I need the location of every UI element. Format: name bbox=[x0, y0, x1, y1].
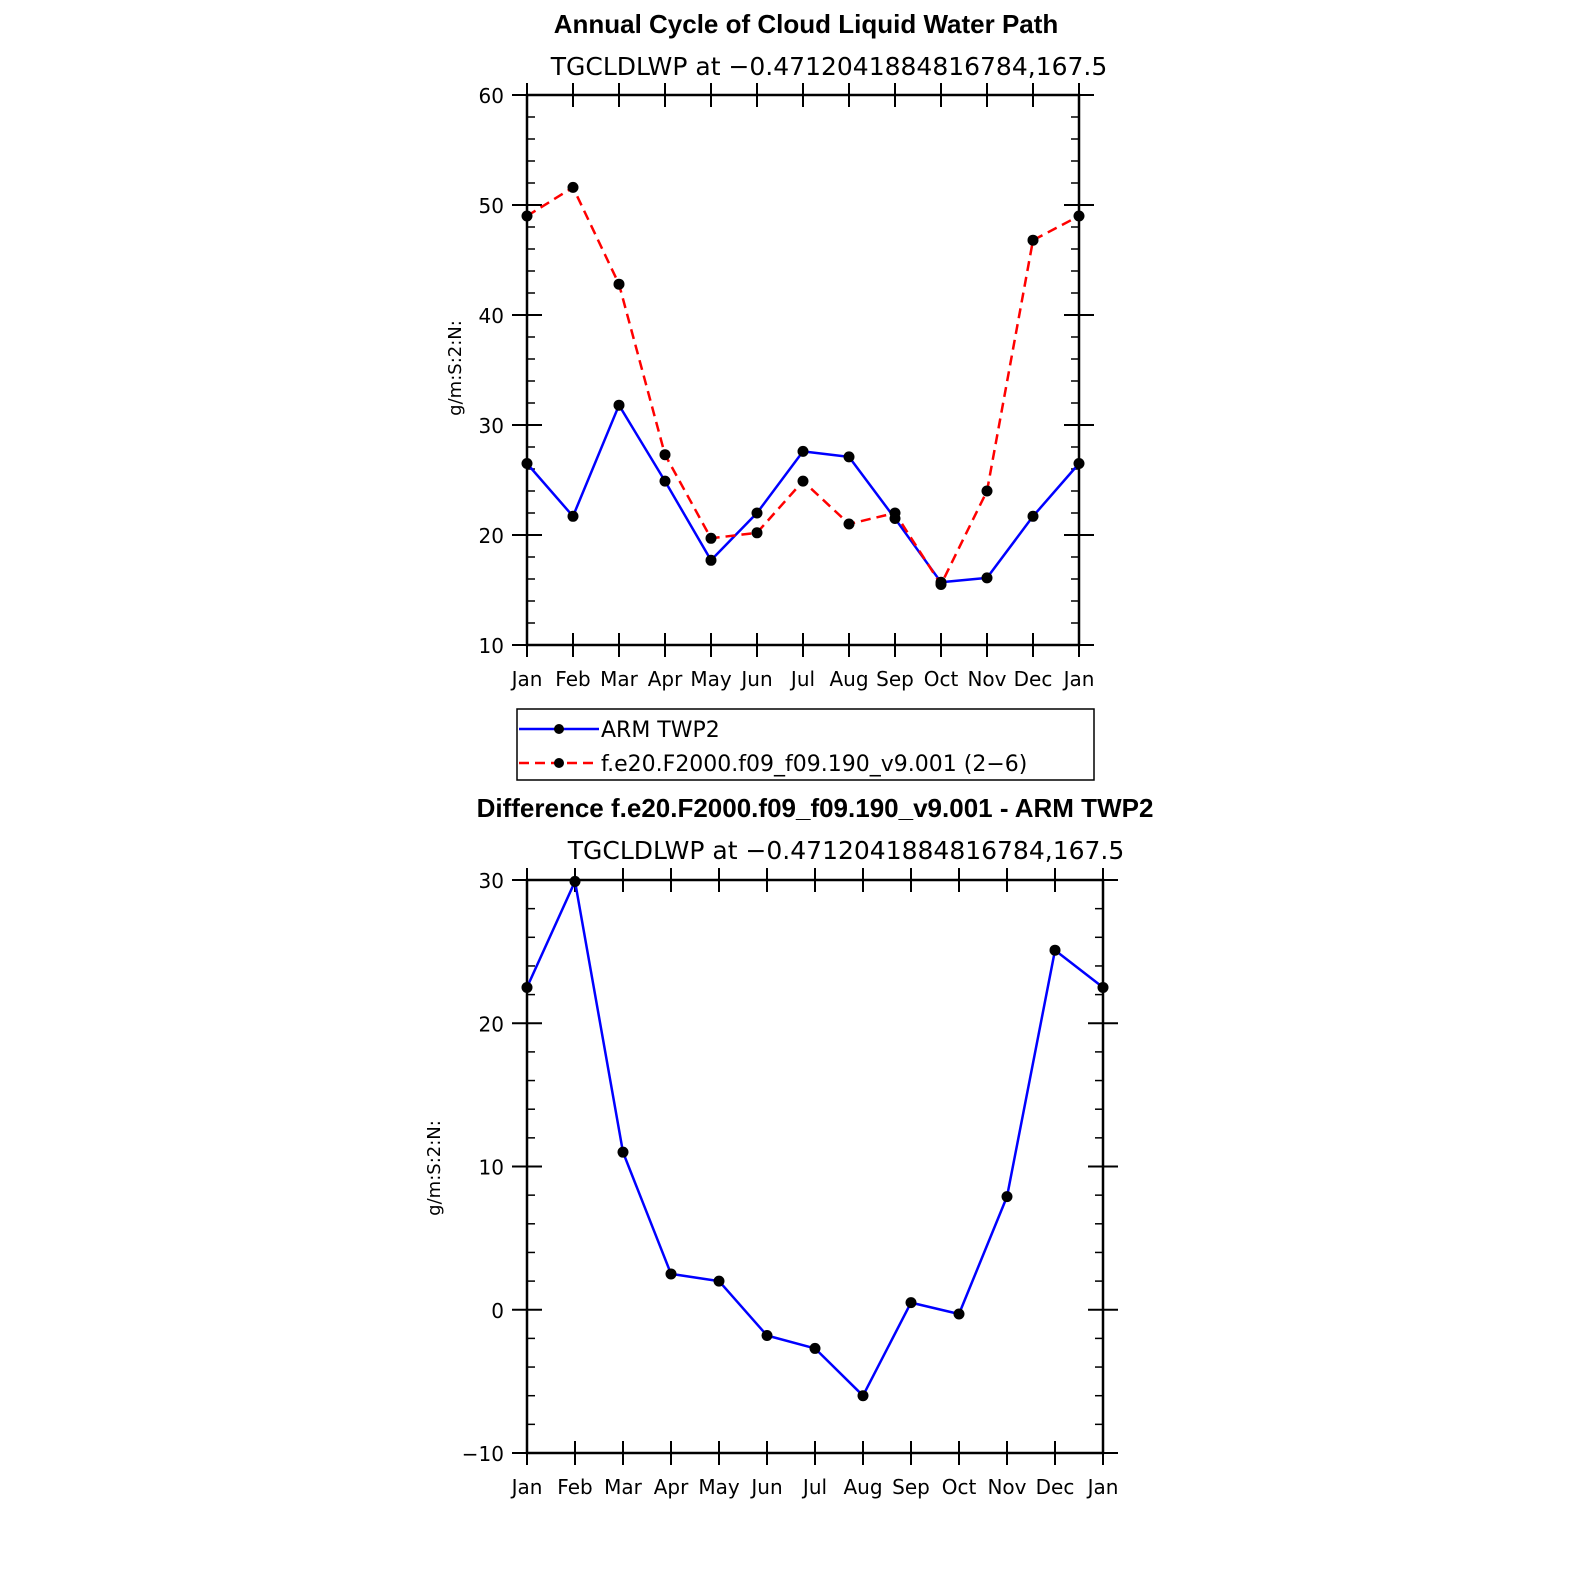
top-chart-x-tick-label: Jul bbox=[789, 667, 815, 691]
bottom-chart-x-tick-label: Mar bbox=[604, 1475, 643, 1499]
bottom-chart-y-tick-label: 20 bbox=[479, 1012, 504, 1036]
top-chart-series-1-point bbox=[751, 527, 763, 539]
top-chart-x-tick-label: Jun bbox=[739, 667, 772, 691]
top-chart-series-0-point bbox=[843, 451, 855, 463]
top-chart-y-tick-label: 40 bbox=[479, 304, 504, 328]
top-chart-series-0-point bbox=[1027, 510, 1039, 522]
bottom-chart-x-tick-label: Jan bbox=[510, 1475, 543, 1499]
bottom-chart: Difference f.e20.F2000.f09_f09.190_v9.00… bbox=[424, 793, 1153, 1499]
bottom-chart-x-tick-label: Dec bbox=[1036, 1475, 1075, 1499]
bottom-chart-x-tick-label: May bbox=[698, 1475, 740, 1499]
top-chart-series-1-point bbox=[659, 449, 671, 461]
top-chart-y-tick-label: 10 bbox=[479, 634, 504, 658]
bottom-chart-x-tick-label: Sep bbox=[892, 1475, 930, 1499]
top-chart-legend: ARM TWP2 f.e20.F2000.f09_f09.190_v9.001 … bbox=[516, 708, 1095, 781]
bottom-chart-series-0-point bbox=[665, 1268, 677, 1280]
legend-box bbox=[516, 708, 1095, 781]
top-chart-x-tick-label: Mar bbox=[600, 667, 639, 691]
bottom-chart-x-tick-label: Feb bbox=[557, 1475, 592, 1499]
bottom-chart-series-0-point bbox=[1001, 1191, 1013, 1203]
legend-entry-arm-twp2: ARM TWP2 bbox=[601, 718, 720, 743]
top-chart-y-tick-label: 60 bbox=[479, 84, 504, 108]
top-chart-x-tick-label: Apr bbox=[648, 667, 683, 691]
bottom-chart-y-axis-label: g/m:S:2:N: bbox=[424, 1120, 445, 1216]
legend-entry-model: f.e20.F2000.f09_f09.190_v9.001 (2−6) bbox=[601, 752, 1027, 777]
top-chart-series-1-point bbox=[797, 475, 809, 487]
top-chart-x-tick-label: Dec bbox=[1014, 667, 1053, 691]
bottom-chart-x-tick-label: Aug bbox=[843, 1475, 882, 1499]
top-chart-frame bbox=[525, 93, 1081, 647]
bottom-chart-series-0-point bbox=[713, 1275, 725, 1287]
bottom-chart-x-tick-label: Nov bbox=[987, 1475, 1026, 1499]
bottom-chart-x-tick-label: Apr bbox=[654, 1475, 689, 1499]
top-chart-series-1-point bbox=[935, 579, 947, 590]
bottom-chart-series-0-point bbox=[617, 1146, 629, 1158]
top-chart-series-0-point bbox=[751, 507, 763, 519]
top-chart-series-0-point bbox=[981, 572, 993, 584]
top-chart-y-axis-label: g/m:S:2:N: bbox=[445, 320, 466, 416]
top-chart-x-tick-label: Jan bbox=[1062, 667, 1095, 691]
bottom-chart-series-0-point bbox=[1049, 944, 1061, 956]
bottom-chart-y-tick-label: −10 bbox=[462, 1442, 504, 1466]
legend-swatch-arm-twp2-marker bbox=[554, 724, 564, 734]
top-chart-y-tick-label: 20 bbox=[479, 524, 504, 548]
top-chart-title: Annual Cycle of Cloud Liquid Water Path bbox=[554, 9, 1059, 39]
bottom-chart-y-tick-label: 10 bbox=[479, 1156, 504, 1180]
top-chart-series-line-0 bbox=[526, 403, 1080, 584]
bottom-chart-x-tick-label: Jun bbox=[749, 1475, 782, 1499]
top-chart-x-tick-label: Feb bbox=[555, 667, 590, 691]
bottom-chart-y-tick-label: 0 bbox=[491, 1299, 504, 1323]
top-chart-series-0-point bbox=[567, 510, 579, 522]
top-chart-subtitle: TGCLDLWP at −0.4712041884816784,167.5 bbox=[550, 52, 1108, 81]
top-chart: Annual Cycle of Cloud Liquid Water Path … bbox=[445, 9, 1108, 781]
top-chart-y-tick-label: 50 bbox=[479, 194, 504, 218]
bottom-chart-title: Difference f.e20.F2000.f09_f09.190_v9.00… bbox=[477, 793, 1154, 823]
top-chart-x-tick-label: Jan bbox=[510, 667, 543, 691]
top-chart-x-tick-label: May bbox=[690, 667, 732, 691]
top-chart-series-1-point bbox=[613, 278, 625, 290]
bottom-chart-series-0-point bbox=[857, 1390, 869, 1402]
top-chart-x-tick-label: Aug bbox=[829, 667, 868, 691]
bottom-chart-x-tick-label: Jan bbox=[1086, 1475, 1119, 1499]
top-chart-series-1-point bbox=[567, 181, 579, 193]
bottom-chart-series bbox=[521, 875, 1109, 1402]
top-chart-series-0-point bbox=[613, 399, 625, 411]
top-chart-series-0-point bbox=[705, 554, 717, 566]
bottom-chart-series-0-point bbox=[953, 1308, 965, 1320]
top-chart-series-1-point bbox=[705, 532, 717, 544]
top-chart-x-tick-label: Sep bbox=[876, 667, 914, 691]
top-chart-series-1-point bbox=[843, 518, 855, 530]
bottom-chart-ticks: −10 0 10 20 30 Jan Feb Mar Apr May Jun Jul Aug Sep Oct… bbox=[462, 868, 1119, 1499]
top-chart-x-tick-label: Nov bbox=[967, 667, 1006, 691]
top-chart-series-1-point bbox=[981, 485, 993, 497]
bottom-chart-series-0-point bbox=[761, 1330, 773, 1342]
top-chart-ticks: 10 20 30 40 50 60 Jan Feb Mar Apr May Jun Jul Aug Sep O… bbox=[479, 83, 1095, 691]
bottom-chart-y-tick-label: 30 bbox=[479, 869, 504, 893]
bottom-chart-series-0-point bbox=[809, 1342, 821, 1354]
bottom-chart-series-0-point bbox=[569, 875, 581, 887]
legend-swatch-model-marker bbox=[554, 758, 564, 768]
top-chart-series-0-point bbox=[659, 475, 671, 487]
bottom-chart-frame bbox=[525, 878, 1105, 1455]
top-chart-x-tick-label: Oct bbox=[924, 667, 959, 691]
top-chart-series-1-point bbox=[1027, 234, 1039, 246]
bottom-chart-x-tick-label: Oct bbox=[942, 1475, 977, 1499]
top-chart-series bbox=[521, 181, 1085, 590]
top-chart-y-tick-label: 30 bbox=[479, 414, 504, 438]
top-chart-series-0-point bbox=[797, 445, 809, 457]
top-chart-series-1-point bbox=[889, 507, 901, 519]
bottom-chart-series-0-point bbox=[905, 1297, 917, 1309]
bottom-chart-series-line-0 bbox=[525, 880, 1104, 1397]
bottom-chart-x-tick-label: Jul bbox=[801, 1475, 827, 1499]
bottom-chart-subtitle: TGCLDLWP at −0.4712041884816784,167.5 bbox=[567, 836, 1125, 865]
top-chart-series-line-1 bbox=[526, 186, 1080, 586]
